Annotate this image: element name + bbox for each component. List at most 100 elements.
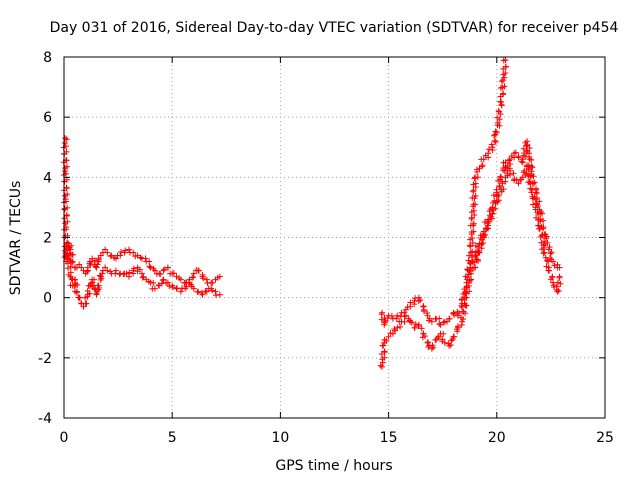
- data-point: [160, 266, 168, 274]
- data-point: [394, 318, 404, 331]
- series-1: [60, 135, 223, 287]
- data-point: [65, 255, 74, 278]
- data-point: [472, 166, 481, 181]
- data-point: [138, 255, 149, 262]
- data-point: [523, 138, 536, 171]
- data-point: [88, 255, 98, 265]
- data-point: [515, 153, 526, 163]
- data-point: [385, 330, 394, 340]
- data-point: [428, 336, 439, 352]
- data-point: [208, 279, 216, 286]
- y-tick-label: 4: [43, 170, 52, 186]
- data-point: [76, 261, 83, 268]
- data-point: [498, 178, 509, 193]
- data-point: [95, 255, 102, 265]
- plot-frame: [63, 56, 606, 419]
- data-point: [199, 273, 207, 282]
- data-point: [134, 264, 143, 275]
- data-point: [553, 274, 564, 295]
- data-point: [511, 149, 519, 157]
- y-tick-label: 6: [43, 110, 52, 126]
- y-tick-labels: -4 -2 0 2 4 6 8: [38, 50, 52, 427]
- x-axis-label: GPS time / hours: [275, 458, 392, 474]
- series-5: [472, 138, 563, 271]
- data-point: [134, 252, 144, 261]
- y-tick-label: 2: [43, 231, 52, 247]
- data-point: [450, 326, 461, 340]
- data-point: [151, 282, 162, 292]
- data-point: [96, 270, 106, 280]
- grid: [64, 57, 605, 418]
- data-point: [186, 274, 197, 283]
- data-point: [104, 249, 114, 260]
- data-point: [475, 236, 486, 256]
- data-point: [433, 315, 443, 327]
- data-point: [385, 312, 395, 319]
- data-point: [60, 135, 71, 261]
- data-point: [156, 270, 164, 278]
- x-tick-label: 20: [488, 430, 506, 446]
- data-point: [169, 270, 177, 277]
- data-point: [424, 312, 433, 324]
- data-point: [497, 57, 509, 106]
- data-point: [125, 246, 133, 256]
- series-4: [377, 159, 564, 370]
- data-point: [511, 176, 520, 184]
- data-point: [216, 291, 223, 298]
- data-point: [62, 243, 73, 258]
- data-point: [541, 231, 553, 251]
- data-point: [420, 303, 431, 317]
- data-point: [80, 303, 87, 310]
- data-point: [212, 274, 221, 283]
- x-tick-labels: 0 5 10 15 20 25: [60, 430, 614, 446]
- data-point: [97, 252, 104, 259]
- series-2: [62, 243, 223, 310]
- data-point: [545, 264, 556, 283]
- data-point: [492, 101, 505, 136]
- data-point: [138, 270, 147, 281]
- data-point: [130, 249, 139, 260]
- data-point: [169, 282, 176, 291]
- x-tick-label: 5: [168, 430, 177, 446]
- y-axis-label: SDTVAR / TECUs: [8, 181, 24, 296]
- y-tick-label: 0: [43, 291, 52, 307]
- data-point: [208, 285, 216, 294]
- data-point: [104, 267, 114, 275]
- y-tick-label: -4: [38, 411, 52, 427]
- data-point: [480, 152, 492, 163]
- data-point: [502, 157, 514, 181]
- data-point: [108, 270, 119, 277]
- data-point: [437, 330, 447, 345]
- data-point: [102, 246, 109, 253]
- axis-ticks: [63, 56, 606, 419]
- data-point: [462, 271, 475, 301]
- data-point: [398, 313, 408, 325]
- data-point: [502, 57, 509, 64]
- data-point: [121, 247, 129, 256]
- data-point: [381, 315, 391, 328]
- data-point: [130, 265, 137, 274]
- data-point: [446, 336, 456, 349]
- series-3: [378, 57, 509, 328]
- data-point: [389, 315, 400, 322]
- data-point: [450, 309, 458, 318]
- x-tick-label: 15: [380, 430, 398, 446]
- data-point: [102, 264, 109, 271]
- data-point: [556, 264, 563, 271]
- data-point: [78, 264, 85, 271]
- data-point: [117, 248, 125, 259]
- data-points: [60, 57, 564, 370]
- data-point: [458, 294, 470, 325]
- data-point: [466, 175, 479, 256]
- data-point: [199, 288, 209, 298]
- data-point: [147, 264, 157, 272]
- data-point: [437, 319, 447, 328]
- y-tick-label: 8: [43, 50, 52, 66]
- data-point: [415, 321, 427, 337]
- data-point: [532, 189, 545, 215]
- x-tick-label: 0: [60, 430, 69, 446]
- data-point: [216, 273, 223, 280]
- data-point: [94, 275, 105, 289]
- data-point: [212, 288, 220, 299]
- data-point: [92, 261, 101, 271]
